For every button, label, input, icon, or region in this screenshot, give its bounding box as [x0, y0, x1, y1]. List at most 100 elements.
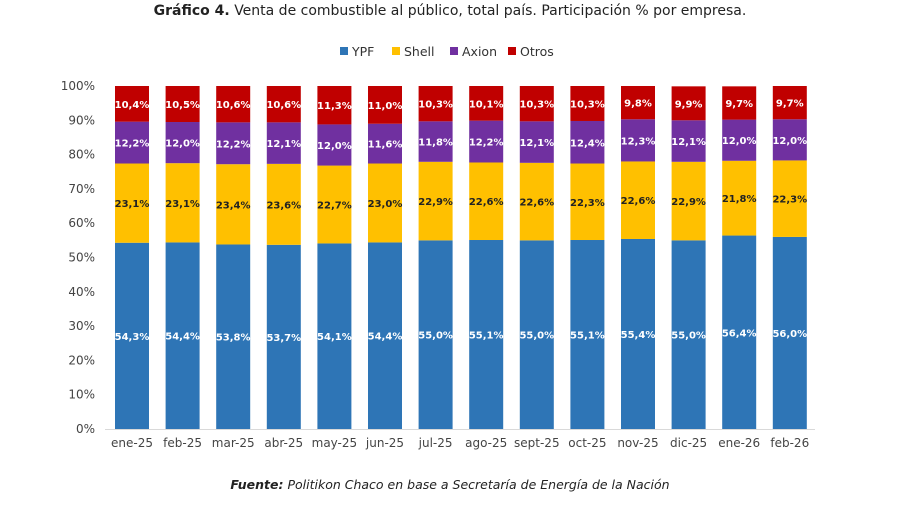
data-label: 12,2% [469, 138, 504, 149]
bar-segment-axion [469, 120, 504, 163]
data-label: 12,0% [317, 141, 352, 152]
bar-segment-ypf [266, 244, 301, 429]
data-label: 54,4% [165, 332, 200, 343]
x-tick-label: feb-26 [770, 436, 809, 450]
data-label: 10,3% [418, 100, 453, 111]
chart-title: Gráfico 4. Venta de combustible al públi… [0, 3, 900, 19]
x-tick-label: oct-25 [568, 436, 606, 450]
data-label: 22,6% [621, 196, 656, 207]
data-label: 9,9% [675, 99, 703, 110]
data-label: 12,2% [115, 139, 150, 150]
bar-segment-axion [165, 122, 200, 164]
x-tick-label: abr-25 [264, 436, 303, 450]
data-label: 55,0% [418, 331, 453, 342]
bar-segment-shell [368, 163, 402, 243]
data-label: 22,3% [772, 195, 807, 206]
legend-label-axion: Axion [462, 44, 497, 59]
data-label: 9,7% [776, 99, 804, 110]
data-label: 12,3% [621, 136, 656, 147]
bar-segment-otros [772, 86, 807, 120]
x-tick-label: nov-25 [617, 436, 658, 450]
x-tick-label: jun-25 [365, 436, 404, 450]
y-tick-label: 40% [68, 285, 95, 299]
data-label: 12,1% [519, 138, 554, 149]
y-tick-label: 100% [61, 79, 95, 93]
bar-segment-axion [368, 123, 402, 164]
bar-segment-shell [165, 163, 200, 243]
data-label: 9,7% [725, 99, 753, 110]
data-label: 56,4% [722, 328, 757, 339]
data-label: 55,1% [469, 331, 504, 342]
data-label: 11,8% [418, 138, 453, 149]
bar-segment-shell [266, 163, 301, 245]
data-label: 10,1% [469, 99, 504, 110]
data-label: 12,0% [165, 139, 200, 150]
bar-segment-axion [317, 124, 352, 166]
bar-segment-ypf [621, 238, 655, 429]
x-tick-label: ago-25 [465, 436, 507, 450]
data-label: 55,1% [570, 331, 605, 342]
data-label: 12,0% [772, 136, 807, 147]
data-label: 22,6% [519, 198, 554, 209]
bar-segment-shell [418, 161, 453, 241]
bar-segment-ypf [671, 240, 706, 429]
bar-segment-ypf [165, 242, 200, 429]
bar-segment-shell [772, 160, 807, 237]
y-tick-label: 90% [68, 113, 95, 127]
y-tick-label: 10% [68, 388, 95, 402]
x-tick-label: ene-25 [111, 436, 153, 450]
data-label: 10,4% [115, 100, 150, 111]
bar-segment-otros [621, 86, 655, 120]
source-prefix: Fuente: [230, 477, 284, 492]
data-label: 54,4% [368, 332, 403, 343]
y-tick-label: 30% [68, 319, 95, 333]
data-label: 54,3% [115, 332, 150, 343]
data-label: 12,1% [671, 137, 706, 148]
data-label: 23,1% [165, 199, 200, 210]
bar-segment-ypf [115, 242, 149, 429]
bar-segment-axion [418, 121, 453, 162]
data-label: 23,1% [115, 199, 150, 210]
legend-label-ypf: YPF [351, 44, 374, 59]
bar-segment-ypf [519, 240, 554, 429]
data-label: 56,0% [772, 329, 807, 340]
bar-segment-shell [469, 162, 504, 241]
y-tick-label: 80% [68, 148, 95, 162]
bar-segment-shell [216, 164, 251, 245]
bar-segment-ypf [570, 240, 605, 429]
y-tick-label: 70% [68, 182, 95, 196]
legend-swatch-shell [392, 47, 400, 55]
bar-segment-axion [519, 121, 554, 163]
chart-source: Fuente: Politikon Chaco en base a Secret… [0, 477, 900, 492]
legend-swatch-otros [508, 47, 516, 55]
bar-segment-otros [519, 86, 554, 122]
bar-segment-ypf [216, 244, 251, 429]
bar-segment-otros [216, 86, 251, 123]
data-label: 22,6% [469, 197, 504, 208]
data-label: 23,0% [368, 199, 403, 210]
data-label: 55,4% [621, 330, 656, 341]
source-text: Politikon Chaco en base a Secretaría de … [287, 477, 670, 492]
data-label: 10,3% [570, 99, 605, 110]
data-label: 11,6% [368, 140, 403, 151]
data-label: 10,6% [216, 100, 251, 111]
bar-segment-axion [621, 119, 655, 162]
bar-segment-shell [519, 162, 554, 241]
bar-segment-otros [722, 86, 757, 120]
x-tick-label: dic-25 [670, 436, 707, 450]
bar-segment-shell [570, 163, 605, 241]
y-tick-label: 60% [68, 216, 95, 230]
bar-segment-otros [469, 86, 504, 121]
bar-segment-axion [115, 121, 149, 164]
bar-segment-otros [115, 86, 149, 122]
data-label: 22,7% [317, 201, 352, 212]
bar-segment-ypf [418, 240, 453, 429]
bar-segment-otros [165, 86, 200, 123]
data-label: 54,1% [317, 332, 352, 343]
bar-segment-ypf [772, 236, 807, 429]
data-label: 23,4% [216, 200, 251, 211]
bar-segment-axion [216, 122, 251, 165]
bar-segment-ypf [317, 243, 352, 429]
data-label: 11,3% [317, 101, 352, 112]
x-tick-label: mar-25 [212, 436, 255, 450]
